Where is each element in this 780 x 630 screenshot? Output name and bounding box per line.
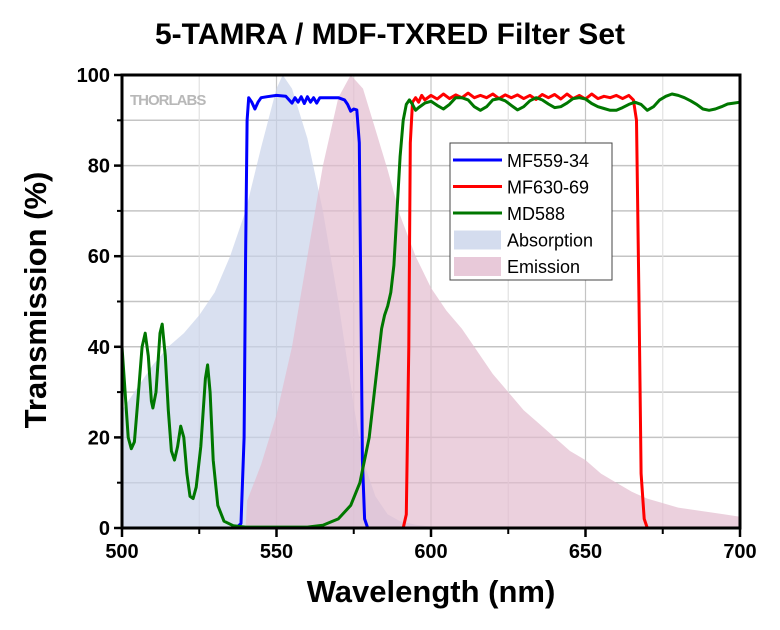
legend-swatch-absorption (454, 230, 501, 250)
y-tick-label: 0 (99, 518, 110, 540)
legend-swatch-emission (454, 257, 501, 276)
y-tick-label: 80 (88, 156, 110, 178)
legend-label: Emission (507, 257, 580, 277)
x-tick-label: 700 (723, 541, 756, 563)
x-tick-label: 500 (105, 541, 138, 563)
legend-label: MF559-34 (507, 151, 589, 171)
line-series (120, 91, 741, 530)
x-tick-label: 550 (260, 541, 293, 563)
chart-title: 5-TAMRA / MDF-TXRED Filter Set (155, 18, 625, 51)
line-mf630-69 (122, 91, 740, 530)
legend-label: MD588 (507, 204, 565, 224)
thorlabs-watermark: THORLABS (130, 92, 206, 109)
y-tick-label: 20 (88, 427, 110, 449)
y-tick-label: 40 (88, 337, 110, 359)
y-tick-label: 100 (77, 65, 110, 87)
x-tick-label: 650 (569, 541, 602, 563)
x-tick-label: 600 (414, 541, 447, 563)
area-emission (245, 75, 740, 528)
line-md588 (120, 92, 741, 529)
axes: 0 20 40 60 80 100 500 550 600 650 700 (77, 65, 757, 563)
y-axis-label: Transmission (%) (18, 172, 53, 429)
legend: MF559-34 MF630-69 MD588 Absorption Emission (449, 142, 613, 281)
line-mf559-34 (122, 93, 740, 530)
y-tick-label: 60 (88, 246, 110, 268)
x-axis-label: Wavelength (nm) (307, 574, 556, 609)
legend-label: MF630-69 (507, 178, 589, 198)
legend-label: Absorption (507, 231, 593, 251)
